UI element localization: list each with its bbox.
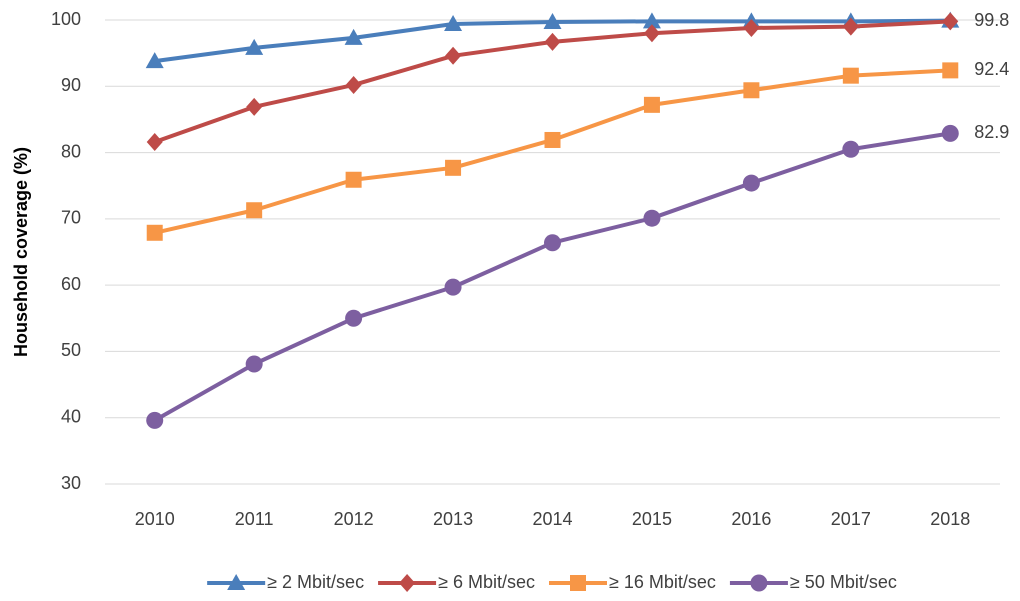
y-axis-title: Household coverage (%)	[11, 147, 31, 357]
marker	[345, 309, 363, 327]
marker	[842, 67, 859, 84]
marker	[643, 209, 661, 227]
y-tick-label: 40	[61, 406, 81, 426]
legend-label: ≥ 50 Mbit/sec	[790, 572, 897, 592]
marker	[942, 12, 959, 31]
y-tick-label: 70	[61, 208, 81, 228]
marker	[942, 62, 959, 79]
marker	[842, 17, 859, 36]
marker	[642, 12, 661, 29]
marker	[445, 159, 462, 176]
marker	[570, 575, 586, 591]
marker	[544, 131, 561, 148]
x-tick-label: 2016	[731, 509, 771, 529]
legend-label: ≥ 6 Mbit/sec	[438, 572, 535, 592]
x-tick-label: 2011	[235, 509, 274, 529]
data-label: 92.4	[974, 59, 1009, 79]
x-tick-label: 2015	[632, 509, 672, 529]
marker	[146, 411, 164, 429]
marker	[750, 574, 768, 592]
x-tick-label: 2018	[930, 509, 970, 529]
x-tick-label: 2013	[433, 509, 473, 529]
marker	[544, 32, 561, 51]
y-tick-label: 90	[61, 75, 81, 95]
series-line	[154, 68, 951, 235]
series	[146, 12, 959, 151]
marker	[344, 28, 363, 45]
marker	[246, 97, 263, 116]
series-line	[153, 131, 951, 423]
marker	[227, 574, 246, 590]
marker	[444, 278, 462, 296]
marker	[146, 224, 163, 241]
y-tick-label: 100	[51, 9, 81, 29]
marker	[245, 355, 263, 373]
marker	[345, 171, 362, 188]
y-tick-label: 80	[61, 141, 81, 161]
marker	[399, 574, 416, 592]
data-label: 82.9	[974, 122, 1009, 142]
x-tick-label: 2017	[831, 509, 871, 529]
y-tick-label: 30	[61, 473, 81, 493]
marker	[145, 52, 164, 69]
data-label: 99.8	[974, 10, 1009, 30]
legend-label: ≥ 16 Mbit/sec	[609, 572, 716, 592]
marker	[743, 18, 760, 37]
series	[146, 124, 959, 429]
marker	[643, 96, 660, 113]
marker	[543, 12, 562, 29]
marker	[941, 124, 959, 142]
x-tick-label: 2010	[135, 509, 175, 529]
marker	[742, 174, 760, 192]
marker	[146, 132, 163, 151]
marker	[246, 202, 263, 219]
marker	[544, 234, 561, 252]
series	[146, 62, 959, 241]
marker	[345, 75, 362, 94]
marker	[743, 82, 760, 99]
x-tick-label: 2012	[334, 509, 374, 529]
legend-label: ≥ 2 Mbit/sec	[267, 572, 364, 592]
marker	[444, 14, 463, 31]
legend: ≥ 2 Mbit/sec ≥ 6 Mbit/sec ≥ 16 Mbit/sec ≥ 5…	[207, 572, 897, 592]
marker	[842, 140, 860, 158]
y-tick-label: 60	[61, 274, 81, 294]
marker	[445, 46, 462, 65]
x-tick-label: 2014	[532, 509, 572, 529]
y-tick-label: 50	[61, 340, 81, 360]
marker	[245, 38, 264, 55]
marker	[643, 24, 660, 43]
